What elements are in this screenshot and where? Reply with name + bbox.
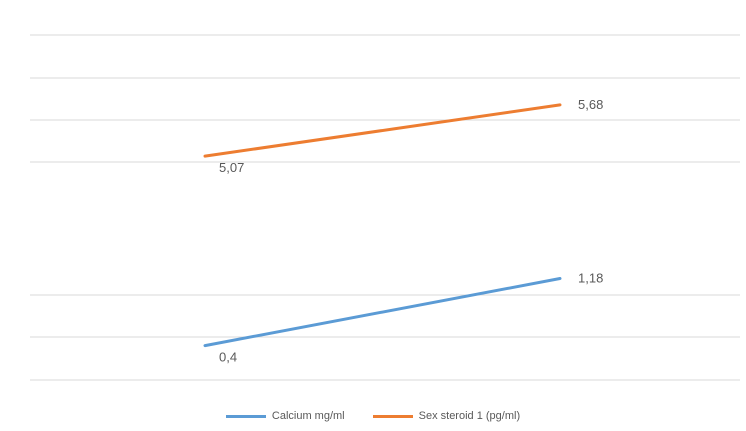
legend-item-sex-steroid: Sex steroid 1 (pg/ml)	[372, 410, 521, 422]
legend-swatch-sex-steroid	[372, 414, 413, 418]
legend-swatch-calcium	[225, 414, 266, 418]
series-line-1	[203, 103, 562, 158]
legend-item-calcium: Calcium mg/ml	[225, 410, 345, 422]
legend-label-calcium: Calcium mg/ml	[271, 410, 345, 422]
data-label: 0,4	[219, 350, 237, 365]
series-line-0	[203, 277, 562, 348]
data-label: 5,68	[578, 97, 603, 112]
data-label: 1,18	[578, 271, 603, 286]
data-label: 5,07	[219, 160, 244, 175]
chart-legend: Calcium mg/ml Sex steroid 1 (pg/ml)	[0, 410, 746, 422]
legend-label-sex-steroid: Sex steroid 1 (pg/ml)	[418, 410, 521, 422]
